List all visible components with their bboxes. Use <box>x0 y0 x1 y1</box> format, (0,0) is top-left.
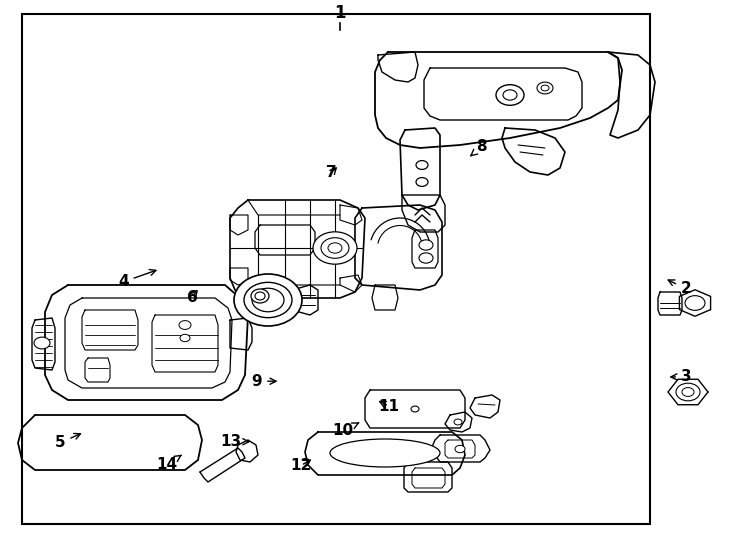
Polygon shape <box>230 215 248 235</box>
Polygon shape <box>230 268 248 285</box>
Circle shape <box>416 178 428 186</box>
Circle shape <box>682 388 694 396</box>
Polygon shape <box>424 68 582 120</box>
Circle shape <box>180 334 190 342</box>
Polygon shape <box>378 52 418 82</box>
Polygon shape <box>340 205 362 225</box>
Polygon shape <box>65 298 232 388</box>
Polygon shape <box>200 448 245 482</box>
Polygon shape <box>375 52 622 148</box>
Circle shape <box>454 419 462 425</box>
Circle shape <box>419 253 433 263</box>
Circle shape <box>34 337 50 349</box>
Circle shape <box>313 232 357 264</box>
Ellipse shape <box>330 439 440 467</box>
Text: 7: 7 <box>327 165 337 180</box>
Text: 1: 1 <box>334 4 346 23</box>
Text: 8: 8 <box>470 139 487 156</box>
Polygon shape <box>305 432 465 475</box>
Circle shape <box>321 238 349 258</box>
Polygon shape <box>82 310 138 350</box>
Text: 13: 13 <box>221 434 249 449</box>
Circle shape <box>676 383 700 401</box>
Circle shape <box>455 446 465 453</box>
Text: 6: 6 <box>187 289 197 305</box>
Polygon shape <box>432 435 490 462</box>
Polygon shape <box>402 195 445 232</box>
Polygon shape <box>85 358 110 382</box>
Polygon shape <box>502 128 565 175</box>
Circle shape <box>537 82 553 94</box>
Polygon shape <box>372 285 398 310</box>
Text: 5: 5 <box>55 434 81 450</box>
Circle shape <box>328 243 342 253</box>
Polygon shape <box>230 318 252 350</box>
Polygon shape <box>412 230 438 268</box>
Circle shape <box>685 295 705 310</box>
Bar <box>22 14 650 524</box>
Circle shape <box>252 288 284 312</box>
Polygon shape <box>400 128 440 210</box>
Polygon shape <box>470 395 500 418</box>
Text: 9: 9 <box>252 374 276 389</box>
Circle shape <box>541 85 549 91</box>
Polygon shape <box>412 468 445 488</box>
Circle shape <box>416 160 428 170</box>
Polygon shape <box>340 275 362 292</box>
Polygon shape <box>404 462 452 492</box>
Polygon shape <box>292 285 318 315</box>
Polygon shape <box>365 390 465 428</box>
Ellipse shape <box>251 289 269 303</box>
Polygon shape <box>658 292 682 315</box>
Polygon shape <box>668 379 708 405</box>
Circle shape <box>503 90 517 100</box>
Circle shape <box>496 85 524 105</box>
Polygon shape <box>445 412 472 432</box>
Polygon shape <box>355 205 442 290</box>
Polygon shape <box>230 200 365 298</box>
Text: 11: 11 <box>379 399 399 414</box>
Circle shape <box>179 321 191 329</box>
Circle shape <box>419 240 433 250</box>
Polygon shape <box>18 415 202 470</box>
Circle shape <box>244 282 292 318</box>
Ellipse shape <box>255 292 265 300</box>
Ellipse shape <box>234 274 302 326</box>
Polygon shape <box>680 290 711 316</box>
Polygon shape <box>255 225 315 255</box>
Text: 4: 4 <box>118 269 156 289</box>
Text: 3: 3 <box>671 369 691 384</box>
Polygon shape <box>445 440 475 458</box>
Text: 14: 14 <box>157 455 181 472</box>
Polygon shape <box>608 52 655 138</box>
Polygon shape <box>32 318 55 370</box>
Circle shape <box>411 406 419 412</box>
Polygon shape <box>152 315 218 372</box>
Polygon shape <box>45 285 248 400</box>
Text: 12: 12 <box>291 458 311 473</box>
Polygon shape <box>236 440 258 462</box>
Text: 2: 2 <box>668 280 691 296</box>
Text: 10: 10 <box>333 423 359 438</box>
